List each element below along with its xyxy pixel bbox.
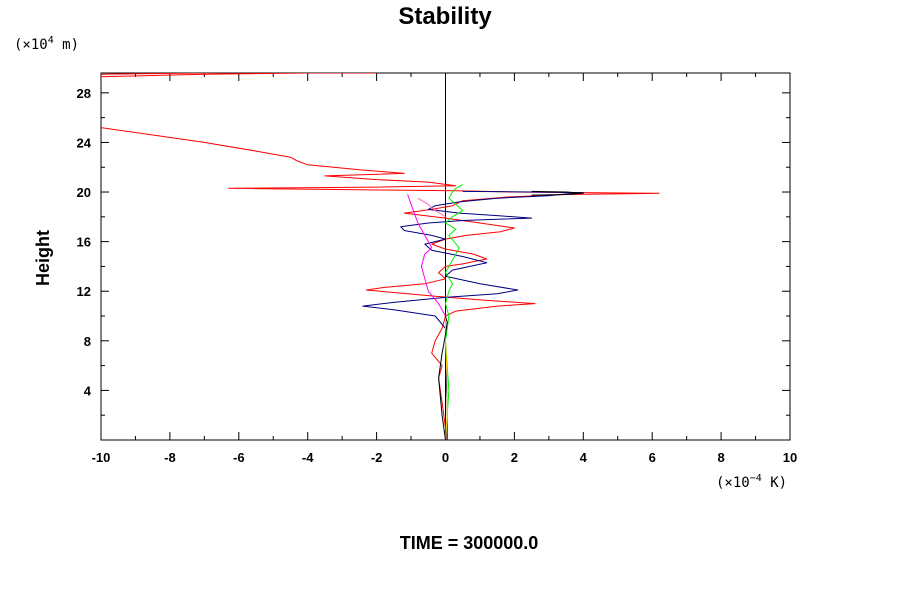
x-tick-label: 0 bbox=[442, 450, 449, 465]
y-tick-label: 4 bbox=[84, 383, 92, 398]
y-axis-unit: (×104 m) bbox=[14, 35, 79, 53]
y-tick-labels: 4 8 12 16 20 24 28 bbox=[77, 86, 92, 399]
series-line-9 bbox=[531, 190, 584, 196]
y-tick-label: 8 bbox=[84, 334, 91, 349]
x-tick-label: -10 bbox=[92, 450, 111, 465]
series-line-1 bbox=[101, 127, 660, 440]
x-tick-labels: -10 -8 -6 -4 -2 0 2 4 6 8 10 bbox=[92, 450, 798, 465]
series-line-6 bbox=[417, 197, 446, 218]
y-tick-label: 20 bbox=[77, 185, 91, 200]
x-tick-label: -6 bbox=[233, 450, 245, 465]
y-axis-label: Height bbox=[33, 230, 53, 286]
chart-title: Stability bbox=[398, 3, 492, 30]
series-line-3 bbox=[362, 190, 584, 440]
x-axis-unit: (×10−4 K) bbox=[716, 473, 787, 491]
series-line-5 bbox=[407, 194, 446, 317]
x-tick-label: 2 bbox=[511, 450, 518, 465]
x-tick-label: -8 bbox=[164, 450, 176, 465]
x-tick-label: 6 bbox=[649, 450, 656, 465]
x-unit-prefix: (×10 bbox=[716, 475, 750, 491]
series-line-4 bbox=[445, 184, 464, 440]
series-line-8 bbox=[438, 315, 448, 440]
y-tick-label: 16 bbox=[77, 235, 91, 250]
y-tick-label: 28 bbox=[77, 86, 91, 101]
y-unit-prefix: (×10 bbox=[14, 37, 48, 53]
x-tick-label: 4 bbox=[580, 450, 588, 465]
x-tick-label: -4 bbox=[302, 450, 314, 465]
x-tick-label: 10 bbox=[783, 450, 797, 465]
y-unit-suffix: m) bbox=[54, 37, 79, 53]
y-unit-exponent: 4 bbox=[48, 35, 54, 46]
x-tick-label: -2 bbox=[371, 450, 383, 465]
x-unit-suffix: K) bbox=[762, 475, 787, 491]
series-line-2 bbox=[101, 73, 378, 78]
series-layer bbox=[101, 73, 660, 440]
time-caption: TIME = 300000.0 bbox=[400, 533, 539, 553]
x-unit-exponent: −4 bbox=[750, 473, 762, 484]
y-tick-label: 12 bbox=[77, 284, 91, 299]
y-tick-label: 24 bbox=[77, 135, 92, 150]
x-tick-label: 8 bbox=[717, 450, 724, 465]
